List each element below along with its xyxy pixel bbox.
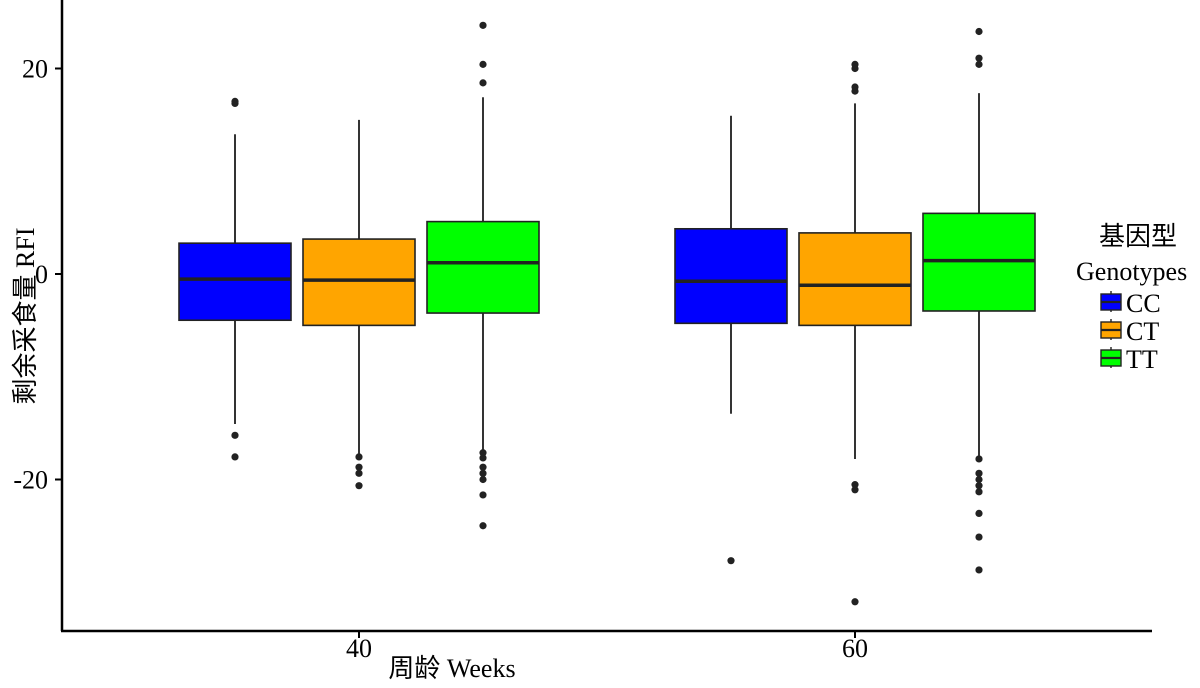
outlier-point-tt-40-6 — [479, 469, 487, 477]
outlier-point-tt-40-0 — [479, 79, 487, 87]
y-tick-label: -20 — [13, 466, 48, 495]
outlier-point-tt-40-5 — [479, 463, 487, 471]
outlier-point-tt-60-6 — [975, 482, 983, 490]
legend-title-en: Genotypes — [1076, 257, 1187, 286]
outlier-point-tt-60-7 — [975, 488, 983, 496]
y-tick-label: 0 — [35, 260, 48, 289]
plot-area — [178, 21, 1036, 606]
outlier-point-ct-40-0 — [355, 453, 363, 461]
box-group-cc-60 — [674, 115, 788, 565]
outlier-point-tt-40-4 — [479, 454, 487, 462]
outlier-point-tt-60-0 — [975, 60, 983, 68]
legend-label: TT — [1126, 345, 1158, 374]
outlier-point-cc-60-0 — [727, 557, 735, 565]
outlier-point-tt-40-2 — [479, 21, 487, 29]
box-group-cc-40 — [178, 97, 292, 461]
x-axis-ticks: 40 60 — [346, 631, 868, 663]
outlier-point-ct-60-3 — [851, 60, 859, 68]
box-group-tt-60 — [922, 27, 1036, 574]
y-axis-title: 剩余采食量 RFI — [11, 228, 40, 405]
box-group-tt-40 — [426, 21, 540, 530]
legend-label: CC — [1126, 289, 1161, 318]
x-axis-title: 周龄 Weeks — [388, 654, 515, 683]
x-tick-label: 40 — [346, 634, 372, 663]
legend-title-cn: 基因型 — [1099, 222, 1177, 251]
y-tick-label: 20 — [22, 55, 48, 84]
box-cc-40 — [178, 242, 292, 322]
outlier-point-ct-40-2 — [355, 469, 363, 477]
outlier-point-tt-60-3 — [975, 455, 983, 463]
outlier-point-tt-60-8 — [975, 509, 983, 518]
box-group-ct-60 — [798, 60, 912, 606]
legend-item-cc: CC — [1100, 289, 1161, 318]
outlier-point-ct-60-4 — [851, 481, 859, 489]
legend-item-ct: CT — [1100, 317, 1159, 346]
legend-item-tt: TT — [1100, 345, 1158, 374]
outlier-point-tt-40-7 — [479, 475, 487, 484]
outlier-point-tt-60-10 — [975, 566, 983, 574]
box-ct-60 — [798, 232, 912, 327]
outlier-point-cc-40-3 — [231, 453, 239, 461]
box-group-ct-40 — [302, 119, 416, 490]
x-tick-label: 60 — [842, 634, 868, 663]
outlier-point-cc-40-2 — [231, 431, 239, 439]
legend-label: CT — [1126, 317, 1159, 346]
outlier-point-tt-40-9 — [479, 522, 487, 530]
outlier-point-ct-60-6 — [851, 598, 859, 606]
outlier-point-tt-60-1 — [975, 54, 983, 62]
outlier-point-cc-40-1 — [231, 97, 239, 105]
outlier-point-ct-40-3 — [355, 482, 363, 490]
outlier-point-tt-60-9 — [975, 533, 983, 541]
outlier-point-ct-60-5 — [851, 486, 859, 494]
outlier-point-tt-40-1 — [479, 60, 487, 68]
outlier-point-ct-60-1 — [851, 83, 859, 91]
outlier-point-tt-60-2 — [975, 27, 983, 36]
box-tt-40 — [426, 220, 540, 314]
outlier-point-tt-40-8 — [479, 491, 487, 499]
y-axis-ticks: 20 0 -20 — [13, 55, 62, 495]
box-ct-40 — [302, 238, 416, 327]
outlier-point-tt-60-5 — [975, 475, 983, 484]
outlier-point-ct-40-1 — [355, 463, 363, 471]
outlier-point-tt-60-4 — [975, 469, 983, 477]
box-cc-60 — [674, 227, 788, 325]
outlier-point-tt-40-3 — [479, 449, 487, 457]
